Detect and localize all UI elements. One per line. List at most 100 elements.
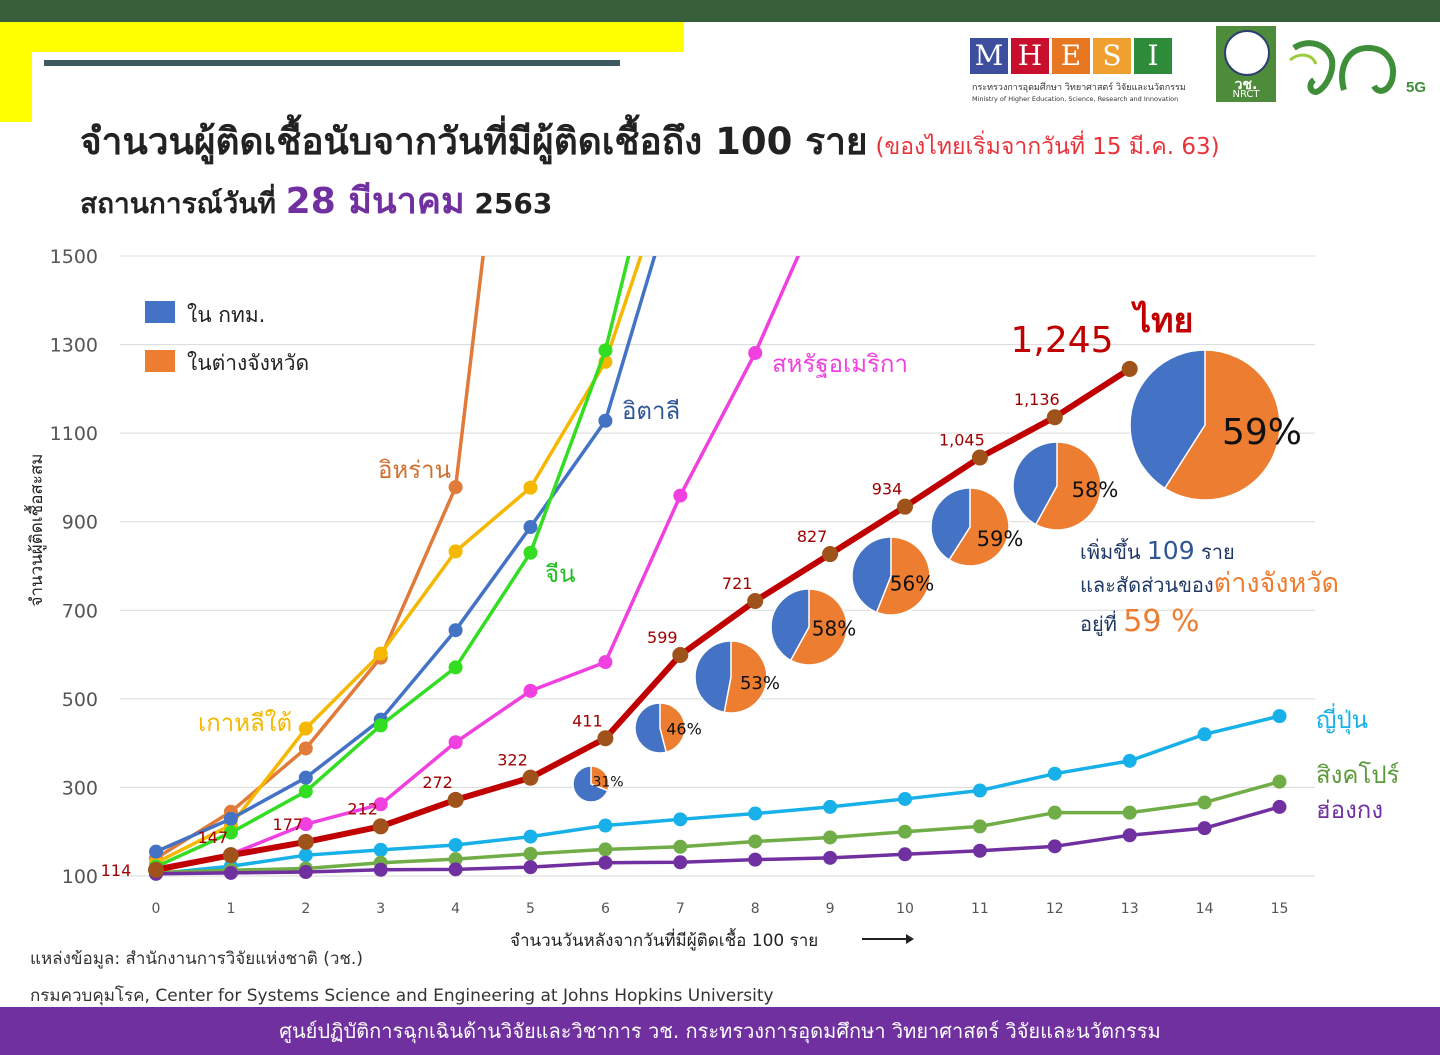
series-label-2: อิตาลี <box>622 397 680 425</box>
series-1-point-3 <box>373 646 388 661</box>
yellow-banner-vertical <box>0 22 32 122</box>
mhesi-subtitle-th: กระทรวงการอุดมศึกษา วิทยาศาสตร์ วิจัยและ… <box>972 83 1186 93</box>
thai-label-10: 934 <box>872 480 903 499</box>
series-8-line <box>155 366 1132 873</box>
annotation-province: ต่างจังหวัด <box>1214 568 1339 599</box>
annotation-line-1: เพิ่มขึ้น 109 ราย <box>1080 536 1235 565</box>
subtitle-prefix: สถานการณ์วันที่ <box>80 187 276 220</box>
vc-logo-stroke-1 <box>1292 40 1336 96</box>
x-tick-8: 8 <box>751 901 760 917</box>
series-4-point-2 <box>298 817 313 832</box>
series-5-point-15 <box>1272 709 1287 724</box>
series-4-point-4 <box>448 735 463 750</box>
series-3-line <box>155 256 631 869</box>
mhesi-letter-m: M <box>970 38 1008 74</box>
series-7-point-2 <box>298 865 313 880</box>
pie-10-label: 56% <box>890 572 934 596</box>
series-3-point-4 <box>448 660 463 675</box>
series-5-point-13 <box>1122 753 1137 768</box>
thai-label-3: 212 <box>347 799 378 818</box>
series-7-point-6 <box>598 855 613 870</box>
y-tick-700: 700 <box>62 600 98 622</box>
series-5-point-5 <box>523 829 538 844</box>
series-6-point-12 <box>1047 805 1062 820</box>
pie-11-label: 59% <box>977 527 1024 551</box>
series-5-point-12 <box>1047 766 1062 781</box>
series-6-point-5 <box>523 846 538 861</box>
x-tick-10: 10 <box>896 901 914 917</box>
series-5-point-6 <box>598 818 613 833</box>
pie-8-province <box>723 640 768 714</box>
series-2-point-5 <box>523 520 538 535</box>
series-1-point-5 <box>523 480 538 495</box>
y-axis-title: จำนวนผู้ติดเชื้อสะสม <box>24 454 47 607</box>
thai-label-11: 1,045 <box>939 431 985 450</box>
page-subtitle: สถานการณ์วันที่ 28 มีนาคม 2563 <box>80 172 552 229</box>
series-5-point-11 <box>972 783 987 798</box>
footer-banner: ศูนย์ปฏิบัติการฉุกเฉินด้านวิจัยและวิชากา… <box>0 1007 1440 1055</box>
source-line-2: กรมควบคุมโรค, Center for Systems Science… <box>30 986 774 1006</box>
series-layer <box>148 256 1287 881</box>
series-6-line <box>155 779 1280 875</box>
y-tick-1500: 1500 <box>50 246 98 268</box>
source-line-1: แหล่งข้อมูล: สำนักงานการวิจัยแห่งชาติ (ว… <box>30 949 363 969</box>
subtitle-year: 2563 <box>474 187 553 220</box>
series-7-point-9 <box>823 850 838 865</box>
series-7-line <box>155 805 1280 876</box>
x-tick-13: 13 <box>1121 901 1139 917</box>
series-1-point-4 <box>448 544 463 559</box>
thai-label-8: 721 <box>722 574 753 593</box>
nrct-logo-th: วช. <box>1234 77 1258 93</box>
series-0-point-2 <box>298 741 313 756</box>
series-6-point-6 <box>598 842 613 857</box>
series-5-point-8 <box>748 806 763 821</box>
series-8-point-0 <box>148 861 164 878</box>
thai-label-9: 827 <box>797 527 828 546</box>
annotation-percent: 59 % <box>1123 604 1199 639</box>
vc-logo-stroke-2 <box>1339 44 1396 94</box>
series-4-point-8 <box>748 345 763 360</box>
series-6-point-10 <box>898 824 912 839</box>
vc-5g-logo: 5G <box>1289 40 1426 96</box>
x-tick-1: 1 <box>226 901 235 917</box>
thai-label-2: 177 <box>273 815 304 834</box>
series-8-point-6 <box>597 730 614 747</box>
pie-6-province <box>590 765 610 792</box>
series-label-1: เกาหลีใต้ <box>198 709 292 737</box>
series-label-0: อิหร่าน <box>378 456 451 484</box>
series-4-point-5 <box>523 683 538 698</box>
series-label-4: สหรัฐอเมริกา <box>772 350 908 378</box>
series-3-point-3 <box>373 718 388 733</box>
series-6-point-8 <box>748 834 763 849</box>
series-1-point-2 <box>298 721 313 736</box>
x-tick-0: 0 <box>152 901 161 917</box>
y-tick-1100: 1100 <box>50 423 98 445</box>
series-7-point-8 <box>748 852 763 867</box>
series-5-point-7 <box>673 812 688 827</box>
pie-12-province <box>1034 441 1102 531</box>
y-tick-500: 500 <box>62 689 98 711</box>
series-3-point-1 <box>223 825 238 840</box>
series-8-point-13 <box>1121 360 1138 377</box>
pie-11-province <box>948 487 1010 567</box>
series-4-point-6 <box>598 655 613 670</box>
vc-5g-text: 5G <box>1406 79 1426 96</box>
series-2-line <box>155 256 657 854</box>
y-tick-900: 900 <box>62 512 98 534</box>
pie-13-label: 59% <box>1222 412 1302 453</box>
subtitle-date: 28 มีนาคม <box>285 181 465 222</box>
series-2-point-1 <box>223 811 238 826</box>
y-tick-1300: 1300 <box>50 335 98 357</box>
series-3-point-2 <box>298 784 313 799</box>
pie-8-label: 53% <box>740 673 780 694</box>
series-2-point-2 <box>298 770 313 785</box>
x-tick-15: 15 <box>1271 901 1289 917</box>
mhesi-letter-e: E <box>1052 38 1090 74</box>
x-axis-arrow-head <box>906 934 914 944</box>
series-8-point-9 <box>822 546 839 563</box>
pie-7-label: 46% <box>666 719 702 738</box>
title-text: จำนวนผู้ติดเชื้อนับจากวันที่มีผู้ติดเชื้… <box>80 120 868 163</box>
thai-label-12: 1,136 <box>1014 390 1060 409</box>
